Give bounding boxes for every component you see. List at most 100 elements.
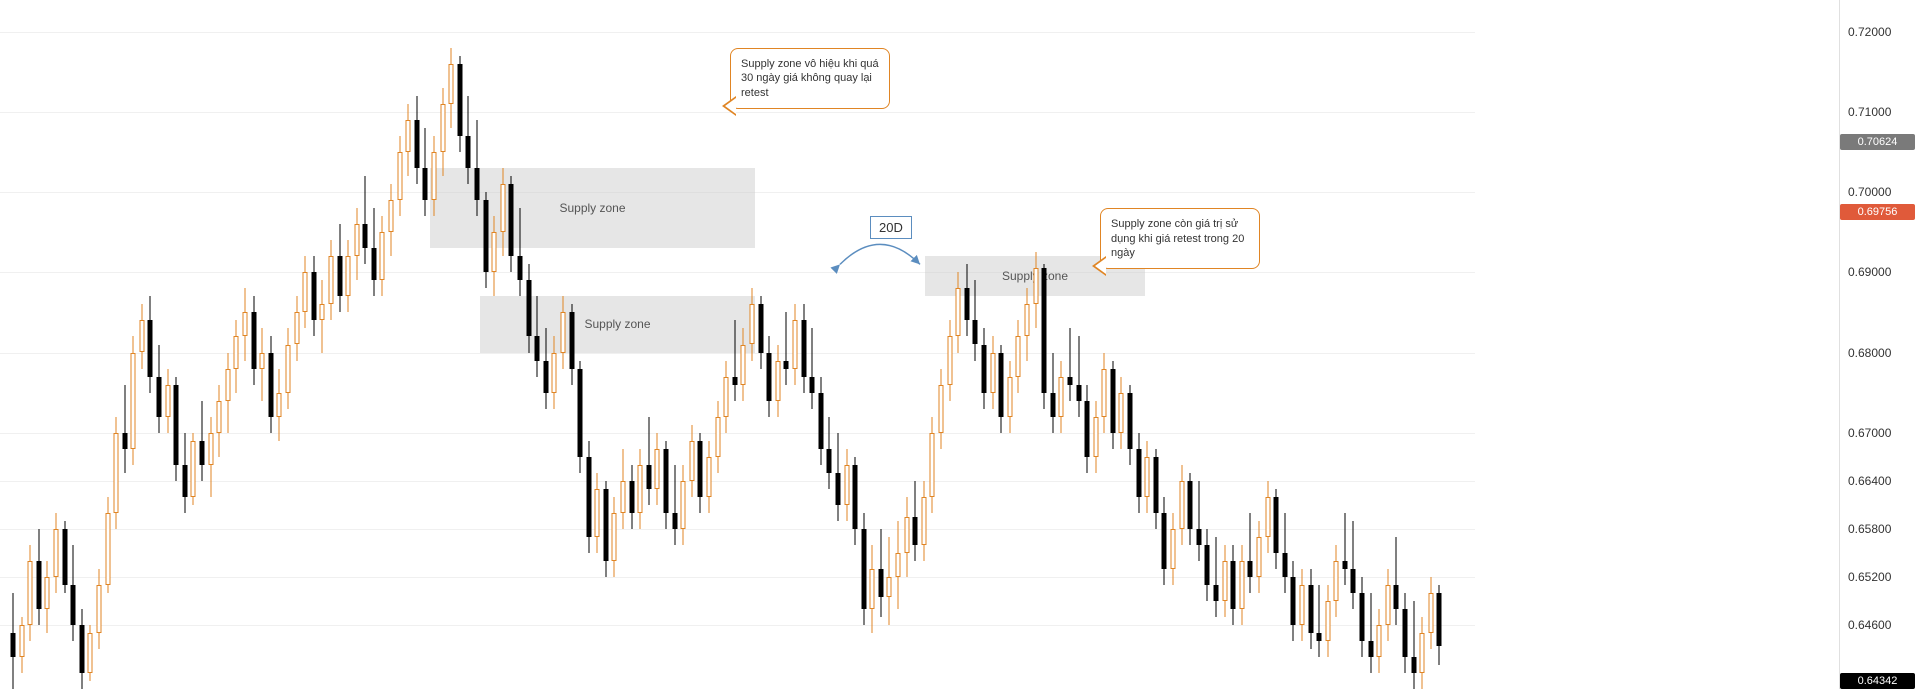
candle-body xyxy=(1351,569,1356,593)
candle-body xyxy=(234,336,239,368)
candle-body xyxy=(165,385,170,417)
candle-body xyxy=(930,433,935,497)
candle-wick xyxy=(1198,481,1199,561)
candle-body xyxy=(475,168,480,200)
candle-body xyxy=(371,248,376,280)
candle-body xyxy=(1265,497,1270,537)
candle-body xyxy=(1128,393,1133,449)
candle-body xyxy=(1342,561,1347,569)
callout-annotation[interactable]: Supply zone còn giá trị sử dụng khi giá … xyxy=(1100,208,1260,269)
candle-body xyxy=(62,529,67,585)
axis-tick-label: 0.67000 xyxy=(1848,426,1891,440)
candle-body xyxy=(1076,385,1081,401)
price-axis[interactable]: 0.720000.710000.700000.690000.680000.670… xyxy=(1839,0,1919,689)
candle-body xyxy=(526,280,531,336)
candle-body xyxy=(1162,513,1167,569)
candle-body xyxy=(595,489,600,537)
axis-tick-label: 0.72000 xyxy=(1848,25,1891,39)
candle-body xyxy=(1248,561,1253,577)
candle-body xyxy=(1325,601,1330,641)
candle-body xyxy=(1437,593,1442,646)
candle-body xyxy=(621,481,626,513)
candle-wick xyxy=(1344,513,1345,585)
candle-body xyxy=(105,513,110,585)
candle-body xyxy=(1067,377,1072,385)
candle-body xyxy=(397,152,402,200)
candle-body xyxy=(1196,529,1201,545)
candle-body xyxy=(1042,268,1047,392)
candle-body xyxy=(749,304,754,344)
candle-body xyxy=(285,345,290,393)
candle-body xyxy=(1334,561,1339,601)
candle-body xyxy=(1360,593,1365,641)
candle-body xyxy=(689,441,694,481)
candle-wick xyxy=(786,312,787,384)
candle-body xyxy=(1033,268,1038,304)
grid-line xyxy=(0,577,1475,578)
candle-body xyxy=(827,449,832,473)
candle-body xyxy=(1231,561,1236,609)
supply-zone[interactable]: Supply zone xyxy=(480,296,755,352)
candle-body xyxy=(1179,481,1184,529)
candle-body xyxy=(1024,304,1029,336)
candle-body xyxy=(629,481,634,513)
candle-body xyxy=(1299,585,1304,625)
candle-body xyxy=(741,345,746,385)
candle-body xyxy=(724,377,729,417)
candle-body xyxy=(148,320,153,376)
candle-body xyxy=(1282,553,1287,577)
candle-body xyxy=(681,481,686,529)
callout-annotation[interactable]: Supply zone vô hiệu khi quá 30 ngày giá … xyxy=(730,48,890,109)
candle-body xyxy=(517,256,522,280)
candle-body xyxy=(354,224,359,256)
candle-body xyxy=(45,577,50,609)
candle-body xyxy=(36,561,41,609)
candle-body xyxy=(251,312,256,368)
candle-body xyxy=(655,449,660,489)
candle-body xyxy=(139,320,144,352)
candle-body xyxy=(1188,481,1193,529)
grid-line xyxy=(0,529,1475,530)
candle-body xyxy=(1102,369,1107,417)
candle-wick xyxy=(1396,537,1397,625)
candle-body xyxy=(1171,529,1176,569)
candle-wick xyxy=(124,385,125,473)
grid-line xyxy=(0,32,1475,33)
candle-body xyxy=(337,256,342,296)
candle-body xyxy=(775,361,780,401)
candle-body xyxy=(71,585,76,625)
candle-body xyxy=(500,184,505,232)
candle-body xyxy=(260,353,265,369)
candle-body xyxy=(535,336,540,360)
candle-body xyxy=(423,168,428,200)
candle-body xyxy=(406,120,411,152)
candle-body xyxy=(1050,393,1055,417)
candle-body xyxy=(552,353,557,393)
candle-body xyxy=(1153,457,1158,513)
candle-body xyxy=(921,497,926,545)
chart-container: Supply zoneSupply zoneSupply zone20DSupp… xyxy=(0,0,1919,689)
candle-body xyxy=(844,465,849,505)
candle-body xyxy=(715,417,720,457)
candle-body xyxy=(174,385,179,465)
candle-body xyxy=(328,256,333,304)
candle-body xyxy=(767,353,772,401)
grid-line xyxy=(0,112,1475,113)
candle-body xyxy=(208,433,213,465)
candle-body xyxy=(509,184,514,256)
grid-line xyxy=(0,353,1475,354)
candle-body xyxy=(784,361,789,369)
candle-body xyxy=(999,353,1004,417)
candle-body xyxy=(363,224,368,248)
duration-label-20d[interactable]: 20D xyxy=(870,216,912,239)
candle-body xyxy=(1274,497,1279,553)
candle-body xyxy=(1394,585,1399,609)
candle-body xyxy=(11,633,16,657)
candle-body xyxy=(612,513,617,561)
chart-plot-area[interactable]: Supply zoneSupply zoneSupply zone20DSupp… xyxy=(0,0,1475,689)
candle-body xyxy=(268,353,273,417)
candle-body xyxy=(1411,657,1416,673)
candle-body xyxy=(114,433,119,513)
candle-body xyxy=(432,152,437,200)
candle-body xyxy=(225,369,230,401)
